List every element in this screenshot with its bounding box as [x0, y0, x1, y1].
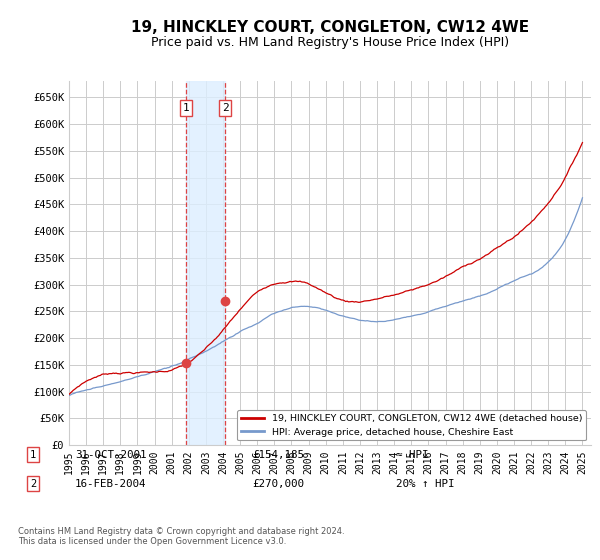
Text: 2: 2: [222, 103, 229, 113]
Text: Price paid vs. HM Land Registry's House Price Index (HPI): Price paid vs. HM Land Registry's House …: [151, 36, 509, 49]
Legend: 19, HINCKLEY COURT, CONGLETON, CW12 4WE (detached house), HPI: Average price, de: 19, HINCKLEY COURT, CONGLETON, CW12 4WE …: [237, 410, 586, 441]
Text: £154,185: £154,185: [252, 450, 304, 460]
Text: 1: 1: [30, 450, 36, 460]
Text: 31-OCT-2001: 31-OCT-2001: [75, 450, 146, 460]
Text: 20% ↑ HPI: 20% ↑ HPI: [396, 479, 455, 489]
Text: 1: 1: [182, 103, 190, 113]
Text: Contains HM Land Registry data © Crown copyright and database right 2024.
This d: Contains HM Land Registry data © Crown c…: [18, 526, 344, 546]
Bar: [186, 81, 225, 445]
Text: 19, HINCKLEY COURT, CONGLETON, CW12 4WE: 19, HINCKLEY COURT, CONGLETON, CW12 4WE: [131, 20, 529, 35]
Text: ≈ HPI: ≈ HPI: [396, 450, 428, 460]
Text: 2: 2: [30, 479, 36, 489]
Text: £270,000: £270,000: [252, 479, 304, 489]
Text: 16-FEB-2004: 16-FEB-2004: [75, 479, 146, 489]
